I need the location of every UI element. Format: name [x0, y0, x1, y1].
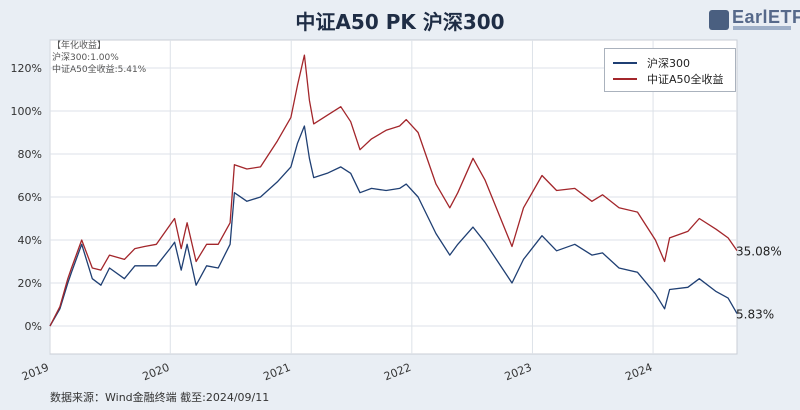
earletf-logo: EarlETF: [709, 7, 800, 33]
series-line-a50: [49, 54, 738, 327]
end-value-label-a50: 35.08%: [736, 245, 782, 259]
end-value-label-hs300: 5.83%: [736, 308, 774, 322]
annualized-return-a50: 中证A50全收益:5.41%: [52, 65, 147, 75]
x-tick-label: 2020: [141, 361, 172, 384]
x-tick-label: 2023: [503, 361, 534, 384]
logo-badge-icon: [709, 10, 729, 30]
legend-label-hs300: 沪深300: [647, 57, 690, 70]
x-tick-label: 2022: [382, 361, 413, 384]
y-tick-label: 20%: [18, 277, 42, 290]
chart-legend: 沪深300 中证A50全收益: [604, 48, 736, 92]
y-tick-label: 40%: [18, 234, 42, 247]
logo-subtitle-bar: [733, 26, 791, 30]
annualized-return-hs300: 沪深300:1.00%: [52, 53, 119, 63]
logo-wordmark: EarlETF: [732, 7, 800, 27]
x-tick-label: 2024: [623, 361, 654, 384]
legend-swatch-hs300: [613, 62, 637, 64]
y-tick-label: 60%: [18, 191, 42, 204]
chart-title: 中证A50 PK 沪深300: [295, 10, 505, 34]
data-source-note: 数据来源：Wind金融终端 截至:2024/09/11: [50, 391, 270, 404]
x-tick-label: 2019: [20, 361, 51, 384]
y-tick-label: 120%: [11, 62, 42, 75]
x-tick-label: 2021: [262, 361, 293, 384]
annualized-return-heading: 【年化收益】: [52, 41, 107, 51]
series-line-hs300: [49, 125, 738, 327]
y-tick-label: 0%: [25, 320, 42, 333]
legend-swatch-a50: [613, 78, 637, 80]
y-tick-label: 80%: [18, 148, 42, 161]
y-tick-label: 100%: [11, 105, 42, 118]
legend-label-a50: 中证A50全收益: [647, 73, 724, 86]
